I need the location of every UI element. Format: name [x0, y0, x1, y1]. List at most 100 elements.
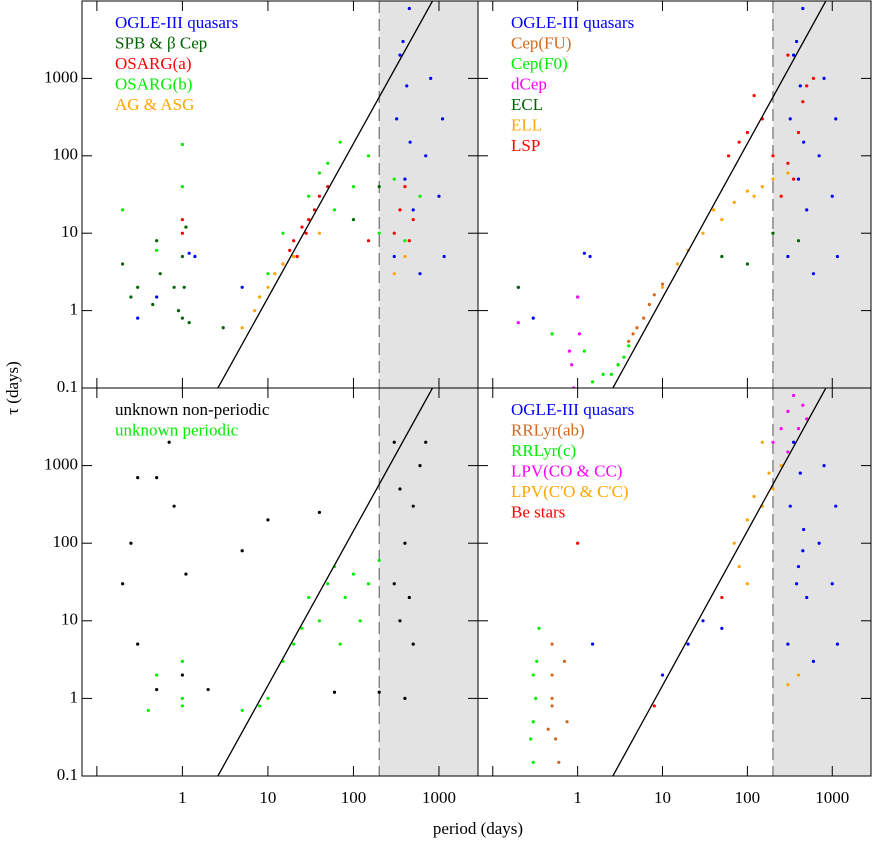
- point: [398, 487, 402, 491]
- point: [338, 140, 342, 144]
- point: [570, 363, 574, 367]
- point: [206, 687, 210, 692]
- x-tick-label: 100: [341, 788, 367, 807]
- y-tick-label: 1: [70, 300, 79, 319]
- legend-entry: Cep(FU): [511, 33, 571, 52]
- reference-line: [217, 388, 434, 776]
- point: [158, 272, 162, 276]
- legend-entry: Be stars: [511, 502, 565, 521]
- point: [180, 217, 184, 222]
- point: [660, 282, 665, 286]
- point: [266, 518, 270, 522]
- point: [546, 727, 550, 731]
- point: [642, 316, 646, 320]
- point: [317, 231, 322, 235]
- point: [392, 582, 396, 586]
- point: [155, 687, 159, 692]
- point: [590, 380, 595, 384]
- legend-entry: LPV(C'O & C'C): [511, 482, 629, 501]
- point: [332, 208, 337, 212]
- point: [652, 704, 656, 708]
- point: [550, 642, 554, 646]
- legend-entry: OSARG(b): [115, 74, 192, 93]
- point: [801, 403, 805, 407]
- point: [129, 295, 133, 299]
- reference-line: [612, 388, 827, 776]
- point: [786, 53, 790, 57]
- point: [834, 117, 838, 121]
- point: [307, 217, 311, 222]
- point: [822, 76, 826, 80]
- point: [358, 619, 362, 623]
- y-tick-label: 0.1: [57, 765, 78, 784]
- panel: [529, 388, 871, 776]
- point: [537, 626, 541, 630]
- reference-line: [612, 1, 827, 388]
- point: [712, 208, 716, 212]
- point: [180, 185, 184, 189]
- point: [392, 440, 396, 444]
- point: [326, 582, 330, 586]
- point: [752, 494, 756, 499]
- point: [567, 349, 572, 353]
- point: [720, 254, 724, 259]
- point: [424, 440, 428, 444]
- legend-entry: RRLyr(ab): [511, 420, 585, 439]
- point: [701, 619, 705, 623]
- legend-entry: ECL: [511, 95, 543, 114]
- point: [180, 142, 184, 147]
- legend-entry: AG & ASG: [115, 95, 194, 114]
- point: [121, 582, 125, 586]
- point: [701, 231, 705, 235]
- point: [129, 541, 133, 545]
- x-tick-label: 100: [735, 788, 761, 807]
- point: [771, 231, 775, 235]
- point: [258, 704, 262, 708]
- point: [627, 339, 631, 344]
- x-tick-label: 1000: [422, 788, 456, 807]
- legend-entry: RRLyr(c): [511, 441, 576, 460]
- point: [588, 254, 592, 259]
- shaded-region: [379, 1, 478, 388]
- point: [647, 302, 651, 307]
- point: [366, 239, 371, 243]
- point: [745, 130, 749, 135]
- point: [403, 177, 407, 181]
- point: [652, 293, 656, 297]
- point: [180, 254, 184, 259]
- point: [554, 737, 558, 741]
- y-tick-label: 100: [53, 532, 79, 551]
- point: [796, 426, 801, 431]
- point: [786, 254, 790, 259]
- x-tick-label: 10: [654, 788, 671, 807]
- legend-entry: ELL: [511, 115, 542, 134]
- point: [791, 53, 796, 57]
- point: [550, 673, 554, 677]
- point: [403, 541, 407, 545]
- y-tick-label: 10: [61, 610, 78, 629]
- point: [660, 285, 665, 289]
- point: [304, 231, 308, 235]
- point: [281, 262, 285, 266]
- legend-entry: Cep(F0): [511, 54, 568, 73]
- point: [791, 393, 796, 398]
- panel-frame: [477, 387, 872, 777]
- point: [811, 272, 816, 276]
- point: [582, 251, 586, 255]
- point: [805, 84, 809, 88]
- legend-entry: dCep: [511, 74, 547, 93]
- point: [798, 471, 802, 475]
- point: [366, 154, 371, 158]
- point: [317, 619, 322, 623]
- panel: [121, 1, 478, 388]
- point: [726, 154, 731, 158]
- point: [830, 582, 834, 586]
- point: [377, 558, 381, 563]
- point: [635, 326, 639, 330]
- point: [791, 440, 796, 444]
- point: [835, 642, 840, 646]
- point: [817, 541, 821, 545]
- point: [609, 372, 614, 376]
- point: [377, 185, 381, 189]
- point: [767, 471, 771, 475]
